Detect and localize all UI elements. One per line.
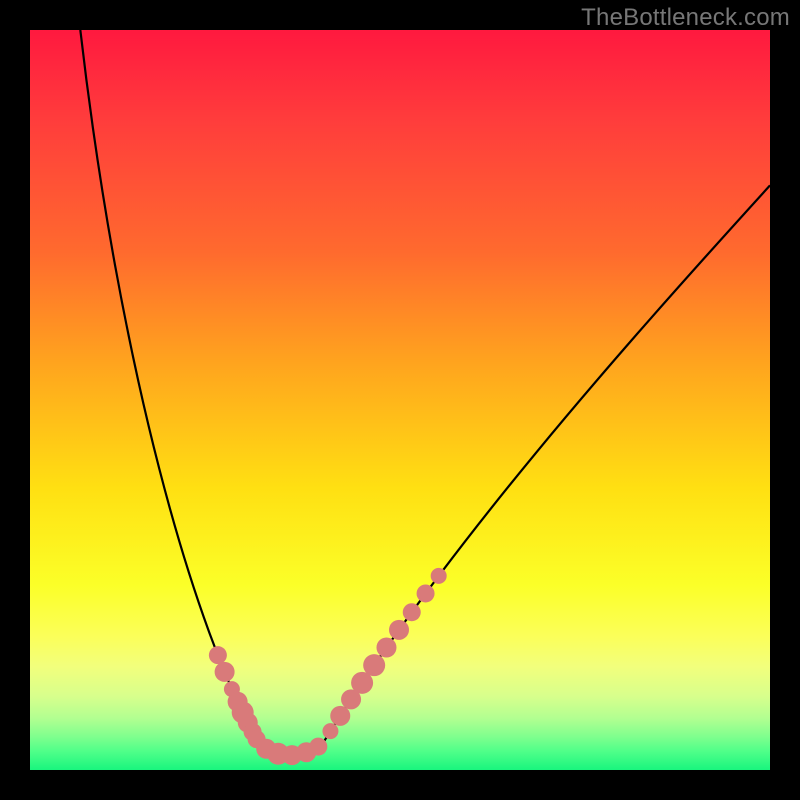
watermark-text: TheBottleneck.com — [581, 4, 790, 32]
plot-area — [30, 30, 770, 770]
bottleneck-curve-chart — [30, 30, 770, 770]
data-bead — [330, 706, 350, 726]
curve-right_curve — [322, 185, 770, 744]
curve-left_curve — [80, 30, 259, 744]
data-bead — [376, 638, 396, 658]
data-bead — [417, 584, 435, 602]
data-bead — [209, 646, 227, 664]
data-bead — [215, 662, 235, 682]
data-bead — [322, 723, 338, 739]
chart-canvas: TheBottleneck.com — [0, 0, 800, 800]
data-bead — [431, 568, 447, 584]
data-bead — [403, 603, 421, 621]
data-bead — [309, 738, 327, 756]
data-bead — [389, 620, 409, 640]
data-bead — [363, 654, 385, 676]
